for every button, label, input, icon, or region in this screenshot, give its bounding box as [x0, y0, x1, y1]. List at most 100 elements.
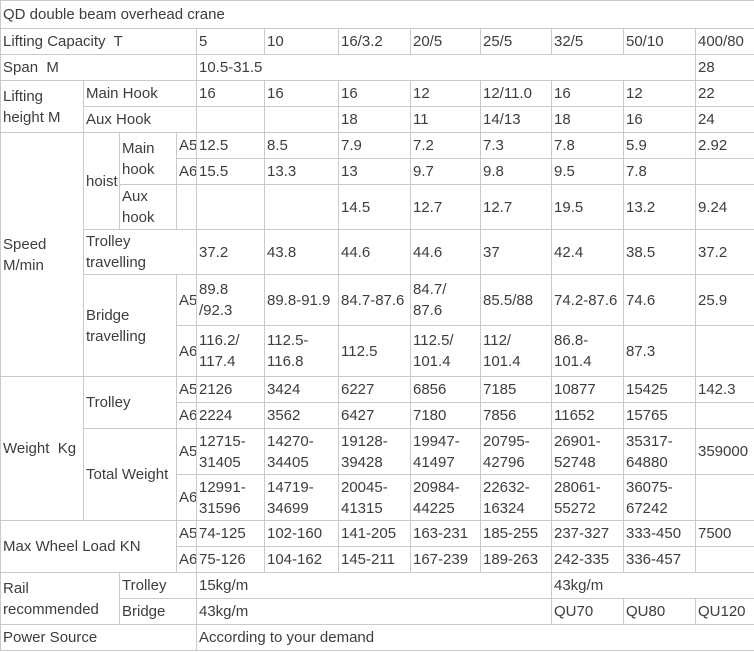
trolley-travelling-value: 38.5 — [623, 229, 696, 275]
rail-bridge-row: Bridge 43kg/m QU70 QU80 QU120 — [1, 598, 754, 625]
max-wheel-a6-value: 104-162 — [264, 546, 339, 573]
bridge-a6-value: 116.2/ 117.4 — [196, 325, 265, 377]
bridge-a6-value — [694, 325, 754, 377]
max-wheel-a5-value: 333-450 — [623, 520, 696, 547]
bridge-a5-value: 84.7-87.6 — [338, 274, 411, 326]
main-hook-value: 16 — [196, 80, 265, 107]
aux-hook-value: 24 — [694, 106, 754, 133]
weight-trolley-a5-value: 6856 — [410, 376, 481, 403]
capacity-value: 400/80 — [694, 28, 754, 55]
weight-label: Weight Kg — [0, 376, 84, 521]
max-wheel-a6-value: 167-239 — [410, 546, 481, 573]
weight-trolley-a6-value: 15765 — [623, 402, 696, 429]
rail-bridge-qu-value: QU80 — [623, 598, 696, 625]
hoist-main-a5-value: 8.5 — [264, 132, 339, 159]
hoist-aux-value — [196, 184, 265, 230]
weight-total-a5-value: 19947- 41497 — [410, 428, 481, 475]
hoist-main-a5-value: 7.8 — [551, 132, 624, 159]
main-hook-value: 16 — [551, 80, 624, 107]
weight-total-a6-value: 14719- 34699 — [264, 474, 339, 521]
weight-total-a6-value: 20984- 44225 — [410, 474, 481, 521]
hoist-aux-value: 12.7 — [410, 184, 481, 230]
hoist-main-a6-value: 15.5 — [196, 158, 265, 185]
weight-total-a6-value: 28061- 55272 — [551, 474, 624, 521]
span-row: Span M 10.5-31.5 28 — [0, 54, 754, 81]
span-last-value: 28 — [694, 54, 754, 81]
weight-total-a5-value: 359000 — [694, 428, 754, 475]
weight-trolley-a6-value: 11652 — [551, 402, 624, 429]
hoist-aux-hook-label: Aux hook — [119, 184, 177, 230]
hoist-main-a5-value: 12.5 — [196, 132, 265, 159]
a5-label: A5 — [176, 132, 197, 159]
hoist-main-a6-value: 13.3 — [264, 158, 339, 185]
a5-label: A5 — [176, 376, 197, 403]
capacity-row: Lifting Capacity T 5 10 16/3.2 20/5 25/5… — [0, 28, 754, 55]
aux-hook-value: 11 — [410, 106, 481, 133]
max-wheel-a5-value: 141-205 — [338, 520, 411, 547]
hoist-main-a6-row: A6 15.5 13.3 13 9.7 9.8 9.5 7.8 — [1, 158, 754, 185]
a5-label: A5 — [176, 520, 197, 547]
aux-hook-row: Aux Hook 18 11 14/13 18 16 24 — [1, 106, 754, 133]
a5-label: A5 — [176, 274, 197, 326]
weight-total-a6-row: A6 12991- 31596 14719- 34699 20045- 4131… — [1, 474, 754, 521]
weight-trolley-a6-value: 6427 — [338, 402, 411, 429]
weight-trolley-a6-value: 2224 — [196, 402, 265, 429]
trolley-travelling-row: Trolley travelling 37.2 43.8 44.6 44.6 3… — [1, 229, 754, 275]
hoist-main-a5-row: Speed M/min hoist Main hook A5 12.5 8.5 … — [0, 132, 754, 377]
bridge-a6-value: 112.5- 116.8 — [264, 325, 339, 377]
weight-total-a5-value: 26901- 52748 — [551, 428, 624, 475]
main-hook-value: 12 — [623, 80, 696, 107]
weight-total-a6-value — [694, 474, 754, 521]
weight-trolley-a5-value: 142.3 — [694, 376, 754, 403]
capacity-value: 20/5 — [410, 28, 481, 55]
weight-total-a6-value: 22632- 16324 — [480, 474, 552, 521]
main-hook-label: Main Hook — [83, 80, 197, 107]
aux-hook-value — [264, 106, 339, 133]
max-wheel-a6-value: 145-211 — [338, 546, 411, 573]
trolley-travelling-value: 42.4 — [551, 229, 624, 275]
power-source-row: Power Source According to your demand — [0, 624, 754, 651]
hoist-aux-value: 9.24 — [694, 184, 754, 230]
a6-label: A6 — [176, 402, 197, 429]
a5-label: A5 — [176, 428, 197, 475]
weight-trolley-a5-value: 10877 — [551, 376, 624, 403]
trolley-travelling-value: 37.2 — [694, 229, 754, 275]
hoist-main-a5-value: 2.92 — [694, 132, 754, 159]
aux-hook-value: 14/13 — [480, 106, 552, 133]
weight-total-a5-row: Total Weight A5 12715- 31405 14270- 3440… — [1, 428, 754, 521]
rail-trolley-right-value: 43kg/m — [550, 572, 754, 599]
bridge-a5-value: 25.9 — [694, 274, 754, 326]
bridge-travelling-a5-row: Bridge travelling A5 89.8 /92.3 89.8-91.… — [1, 274, 754, 377]
lifting-height-label: Lifting height M — [0, 80, 84, 133]
hoist-main-a5-value: 7.9 — [338, 132, 411, 159]
hoist-aux-value: 19.5 — [551, 184, 624, 230]
hoist-main-a5-value: 7.3 — [480, 132, 552, 159]
trolley-travelling-label: Trolley travelling — [83, 229, 197, 275]
weight-trolley-a6-value: 3562 — [264, 402, 339, 429]
bridge-a6-value: 112.5/ 101.4 — [410, 325, 481, 377]
rail-bridge-label: Bridge — [119, 598, 197, 625]
a6-label: A6 — [176, 546, 197, 573]
capacity-value: 5 — [196, 28, 265, 55]
aux-hook-label: Aux Hook — [83, 106, 197, 133]
max-wheel-a5-value: 237-327 — [551, 520, 624, 547]
total-weight-label: Total Weight — [83, 428, 177, 521]
bridge-a5-value: 89.8-91.9 — [264, 274, 339, 326]
main-hook-value: 12/11.0 — [480, 80, 552, 107]
rail-bridge-qu-value: QU70 — [551, 598, 624, 625]
main-hook-value: 22 — [694, 80, 754, 107]
bridge-travelling-label: Bridge travelling — [83, 274, 177, 377]
weight-total-a6-value: 12991- 31596 — [196, 474, 265, 521]
rail-trolley-label: Trolley — [119, 572, 197, 599]
hoist-aux-value: 13.2 — [623, 184, 696, 230]
capacity-label: Lifting Capacity T — [0, 28, 197, 55]
capacity-value: 10 — [264, 28, 339, 55]
bridge-a6-value: 112.5 — [338, 325, 411, 377]
trolley-travelling-value: 44.6 — [410, 229, 481, 275]
weight-trolley-a5-row: Weight Kg Trolley A5 2126 3424 6227 6856… — [0, 376, 754, 521]
trolley-travelling-value: 43.8 — [264, 229, 339, 275]
max-wheel-a5-value: 163-231 — [410, 520, 481, 547]
aux-hook-value: 18 — [338, 106, 411, 133]
title-row: QD double beam overhead crane — [0, 0, 754, 29]
